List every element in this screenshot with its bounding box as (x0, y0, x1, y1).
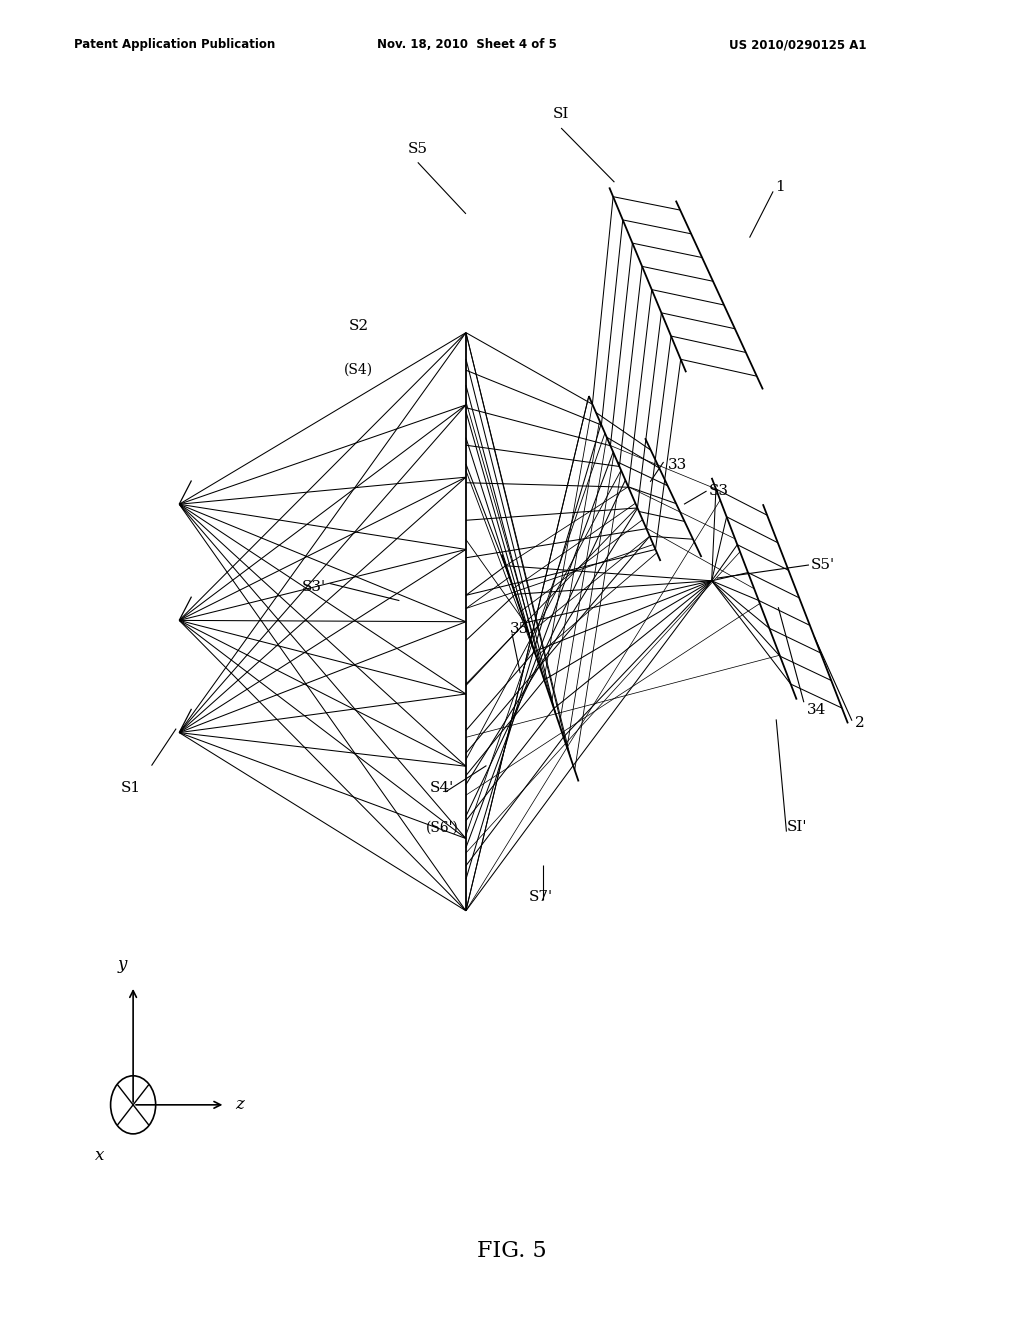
Text: S3: S3 (709, 484, 729, 498)
Text: SI: SI (553, 107, 569, 121)
Text: x: x (95, 1147, 104, 1164)
Text: S3': S3' (301, 581, 326, 594)
Text: 2: 2 (855, 717, 865, 730)
Text: SI': SI' (786, 820, 807, 834)
Text: Patent Application Publication: Patent Application Publication (74, 38, 275, 51)
Text: y: y (118, 956, 127, 973)
Text: S7': S7' (528, 890, 553, 904)
Text: 34: 34 (807, 704, 826, 717)
Text: 1: 1 (775, 181, 785, 194)
Text: 33: 33 (668, 458, 687, 471)
Text: (S6'): (S6') (426, 820, 459, 834)
Text: S5': S5' (811, 558, 836, 572)
Text: US 2010/0290125 A1: US 2010/0290125 A1 (729, 38, 866, 51)
Text: Nov. 18, 2010  Sheet 4 of 5: Nov. 18, 2010 Sheet 4 of 5 (377, 38, 557, 51)
Text: S2: S2 (348, 318, 369, 333)
Text: S5: S5 (408, 141, 428, 156)
Text: z: z (236, 1097, 245, 1113)
Text: (S4): (S4) (344, 362, 373, 376)
Text: FIG. 5: FIG. 5 (477, 1241, 547, 1262)
Text: S1: S1 (121, 781, 141, 796)
Text: 35: 35 (510, 622, 529, 636)
Text: S4': S4' (430, 780, 455, 795)
